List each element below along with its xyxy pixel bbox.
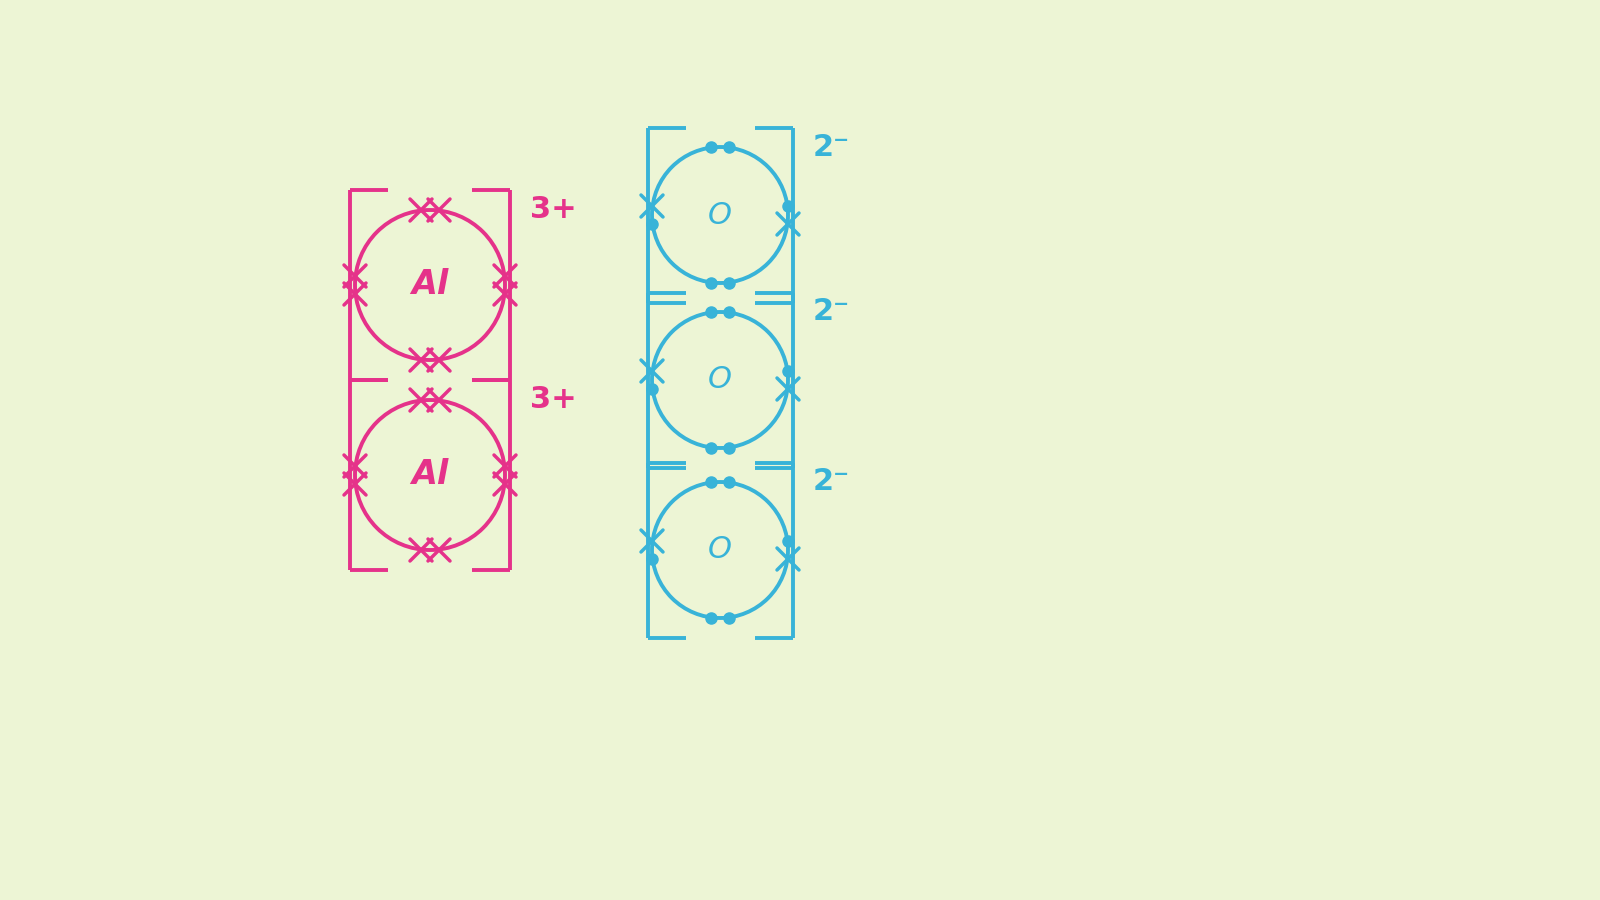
Text: O: O (707, 365, 733, 394)
Text: 2⁻: 2⁻ (813, 467, 850, 497)
Text: O: O (707, 201, 733, 230)
Text: 3+: 3+ (530, 385, 576, 414)
Text: Al: Al (411, 458, 448, 491)
Text: Al: Al (411, 268, 448, 302)
Text: 3+: 3+ (530, 195, 576, 224)
Text: 2⁻: 2⁻ (813, 298, 850, 327)
Text: O: O (707, 536, 733, 564)
Text: 2⁻: 2⁻ (813, 132, 850, 161)
